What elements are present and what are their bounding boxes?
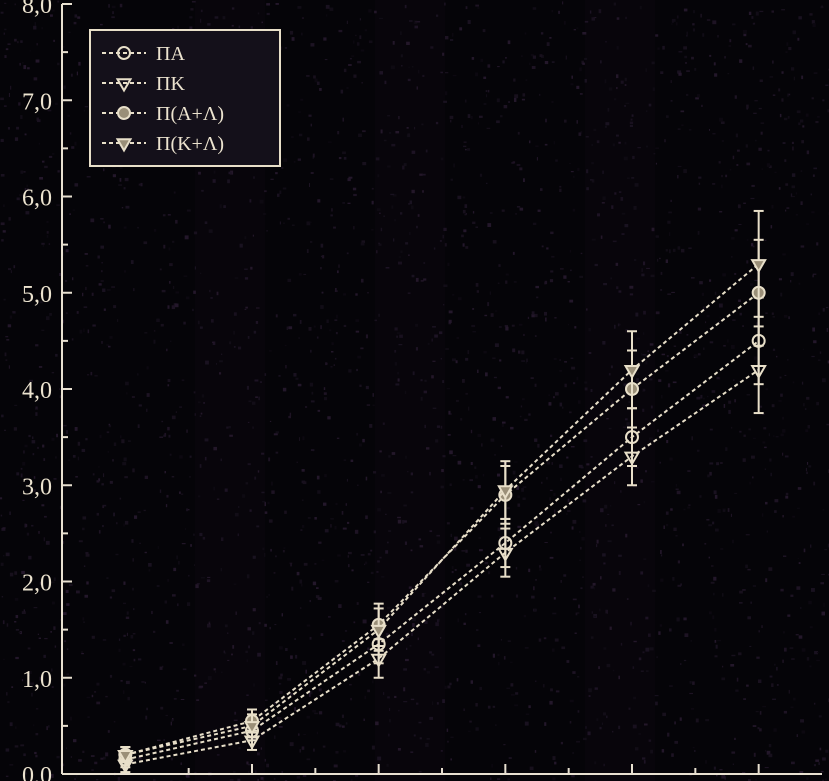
y-tick-label: 2,0 <box>22 571 52 597</box>
y-tick-label: 6,0 <box>22 186 52 212</box>
legend-label-PKL: Π(Κ+Λ) <box>156 133 224 155</box>
y-tick-label: 0,0 <box>22 763 52 781</box>
y-tick-label: 1,0 <box>22 667 52 693</box>
legend-label-PA: ΠΑ <box>156 43 185 65</box>
y-tick-label: 5,0 <box>22 282 52 308</box>
y-tick-label: 3,0 <box>22 474 52 500</box>
line-chart: 0,0 1,0 2,0 3,0 4,0 5,0 6,0 7,0 8,0 ΠΑ ΠΚ Π(Α+Λ) Π(Κ… <box>0 0 829 781</box>
legend: ΠΑ ΠΚ Π(Α+Λ) Π(Κ+Λ) <box>90 30 280 166</box>
y-tick-label: 4,0 <box>22 378 52 404</box>
y-tick-label: 7,0 <box>22 89 52 115</box>
legend-label-PAL: Π(Α+Λ) <box>156 103 224 125</box>
y-tick-label: 8,0 <box>22 0 52 19</box>
legend-label-PK: ΠΚ <box>156 73 185 95</box>
